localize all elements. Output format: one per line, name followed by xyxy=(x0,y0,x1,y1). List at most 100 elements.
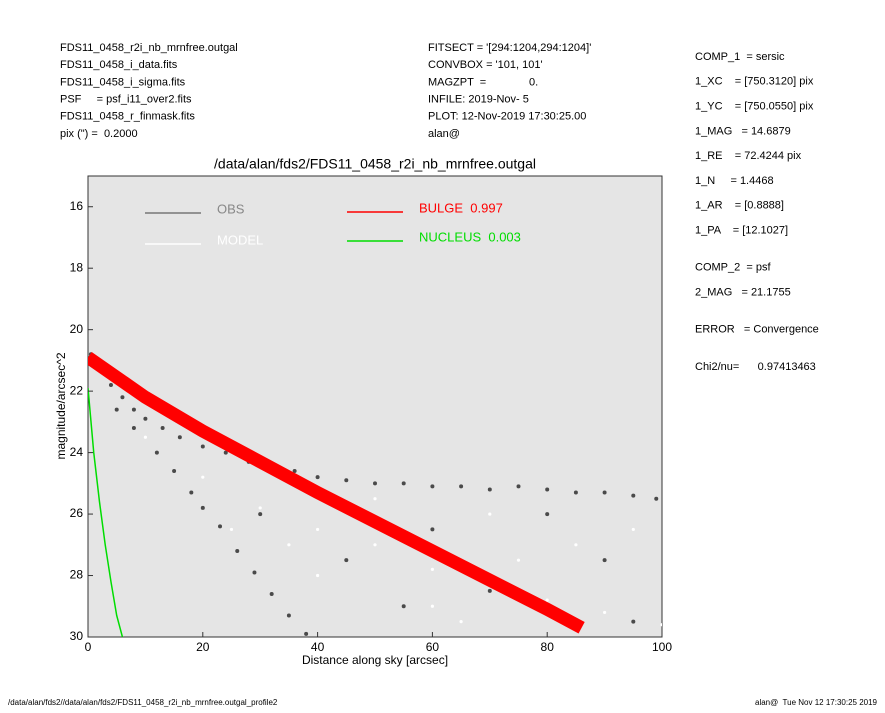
y-tick-label: 26 xyxy=(70,506,84,520)
data-point xyxy=(401,481,406,486)
data-point xyxy=(631,619,636,624)
data-point xyxy=(229,527,234,532)
data-point xyxy=(114,407,119,412)
data-point xyxy=(631,493,636,498)
data-point xyxy=(602,558,607,563)
parameter: 1_AR = [0.8888] xyxy=(695,200,784,212)
data-point xyxy=(660,623,662,627)
data-point xyxy=(603,610,607,615)
data-point xyxy=(459,484,464,489)
header-line: FITSECT = '[294:1204,294:1204]' xyxy=(428,42,591,54)
data-point xyxy=(177,435,182,440)
data-point xyxy=(304,631,309,636)
data-point xyxy=(269,591,274,596)
parameter: 1_RE = 72.4244 pix xyxy=(695,150,802,162)
header-line: MAGZPT = 0. xyxy=(428,76,538,88)
data-point xyxy=(200,505,205,510)
data-point xyxy=(189,490,194,495)
footer-right: alan@ Tue Nov 12 17:30:25 2019 xyxy=(755,698,878,707)
header-line: PLOT: 12-Nov-2019 17:30:25.00 xyxy=(428,111,586,123)
y-tick-label: 16 xyxy=(70,199,84,213)
data-point xyxy=(292,469,297,474)
data-point xyxy=(430,527,435,532)
parameter: 1_MAG = 14.6879 xyxy=(695,125,791,137)
parameter: COMP_1 = sersic xyxy=(695,51,785,63)
header-line: FDS11_0458_i_data.fits xyxy=(60,59,178,71)
data-point xyxy=(373,481,377,486)
data-point xyxy=(316,573,320,578)
x-tick-label: 80 xyxy=(541,640,555,654)
plot-marks xyxy=(88,351,662,637)
y-axis-label: magnitude/arcsec^2 xyxy=(54,352,68,459)
data-point xyxy=(488,512,492,516)
header-line: PSF = psf_i11_over2.fits xyxy=(60,94,192,106)
header-line: FDS11_0458_r2i_nb_mrnfree.outgal xyxy=(60,42,238,54)
data-point xyxy=(516,558,521,562)
data-point xyxy=(631,527,635,532)
chart-title: /data/alan/fds2/FDS11_0458_r2i_nb_mrnfre… xyxy=(214,156,536,172)
y-tick-label: 20 xyxy=(70,322,84,336)
legend-label: MODEL xyxy=(217,232,263,247)
parameter: 1_YC = [750.0550] pix xyxy=(695,101,814,113)
header-line: FDS11_0458_r_finmask.fits xyxy=(60,111,195,123)
header-line: CONVBOX = '101, 101' xyxy=(428,59,543,71)
data-point xyxy=(401,604,406,609)
data-point xyxy=(516,484,521,489)
data-point xyxy=(131,426,136,431)
data-point xyxy=(218,524,223,529)
parameter: 1_PA = [12.1027] xyxy=(695,225,788,237)
data-point xyxy=(654,496,659,501)
data-point xyxy=(545,487,550,492)
parameter: 2_MAG = 21.1755 xyxy=(695,287,791,299)
data-point xyxy=(373,543,377,547)
data-point xyxy=(201,475,205,479)
data-point xyxy=(172,469,177,474)
data-point xyxy=(131,407,136,412)
x-tick-label: 100 xyxy=(652,640,672,654)
data-point xyxy=(286,613,291,618)
legend-label: NUCLEUS 0.003 xyxy=(419,229,521,244)
data-point xyxy=(223,450,228,455)
y-tick-label: 24 xyxy=(70,445,84,459)
data-point xyxy=(602,490,607,495)
header-line: INFILE: 2019-Nov- 5 xyxy=(428,94,529,106)
data-point xyxy=(235,548,240,553)
data-point xyxy=(258,506,262,510)
data-point xyxy=(459,620,463,624)
header-line: FDS11_0458_i_sigma.fits xyxy=(60,76,186,88)
data-point xyxy=(252,570,257,575)
data-point xyxy=(154,450,159,455)
data-point xyxy=(344,478,349,483)
data-point xyxy=(143,435,147,439)
data-point xyxy=(573,490,578,495)
data-point xyxy=(315,475,320,480)
parameter: 1_XC = [750.3120] pix xyxy=(695,76,814,88)
y-tick-label: 28 xyxy=(70,568,84,582)
data-point xyxy=(373,497,377,501)
data-point xyxy=(545,512,550,517)
parameter: COMP_2 = psf xyxy=(695,262,771,274)
data-point xyxy=(487,487,492,492)
parameter: Chi2/nu= 0.97413463 xyxy=(695,361,816,373)
x-tick-label: 40 xyxy=(311,640,325,654)
model-line xyxy=(88,387,124,637)
x-tick-label: 0 xyxy=(85,640,92,654)
header-line: alan@ xyxy=(428,128,460,140)
header-line: pix (") = 0.2000 xyxy=(60,128,138,140)
x-tick-label: 60 xyxy=(426,640,440,654)
data-point xyxy=(344,558,349,563)
data-point xyxy=(316,527,320,532)
data-point xyxy=(258,512,263,517)
y-tick-label: 18 xyxy=(70,260,84,274)
plot-area xyxy=(87,175,663,638)
data-point xyxy=(143,416,148,421)
y-tick-label: 30 xyxy=(70,629,84,643)
data-point xyxy=(108,382,113,387)
x-tick-label: 20 xyxy=(196,640,210,654)
data-point xyxy=(574,543,578,547)
footer-left: /data/alan/fds2//data/alan/fds2/FDS11_04… xyxy=(8,698,278,707)
x-axis-label: Distance along sky [arcsec] xyxy=(302,653,448,667)
data-point xyxy=(120,395,125,400)
